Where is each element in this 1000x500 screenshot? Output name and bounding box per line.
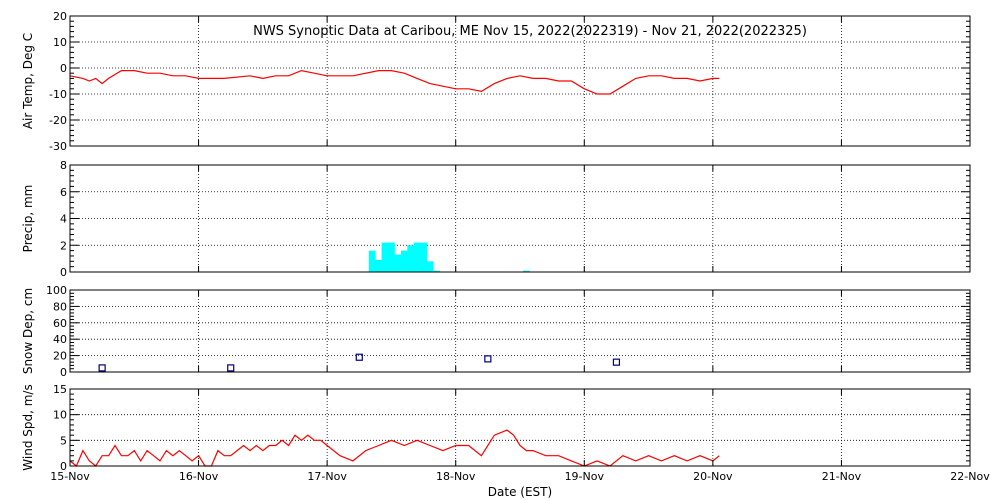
panel-4: 0 5 10 15 Wind Spd, m/s — [21, 383, 971, 473]
precip-bar — [388, 242, 395, 272]
snow-depth-point — [484, 355, 492, 363]
y-axis-label: Air Temp, Deg C — [21, 33, 35, 129]
snow-depth-point — [227, 364, 235, 372]
snow-depth-point — [355, 353, 363, 361]
y-tick-label: 20 — [53, 350, 67, 363]
x-tick-label: 19-Nov — [565, 470, 605, 483]
y-tick-label: 0 — [60, 460, 67, 473]
snow-depth-point — [612, 358, 621, 366]
precip-bar — [368, 250, 376, 272]
series-line — [69, 69, 720, 95]
y-tick-label: -10 — [49, 88, 67, 101]
y-axis-label: Wind Spd, m/s — [21, 384, 35, 470]
precip-bar — [433, 270, 440, 272]
chart-panels: -30 -20 -10 0 10 20 Air Temp, Deg C 0 2 4 6 8 Precip… — [21, 10, 990, 483]
y-tick-label: 100 — [46, 284, 67, 297]
y-tick-label: 60 — [53, 317, 67, 330]
x-tick-label: 21-Nov — [822, 470, 862, 483]
x-tick-label: 17-Nov — [307, 470, 347, 483]
x-tick-label: 22-Nov — [950, 470, 990, 483]
series-line — [69, 429, 720, 467]
panel-frame — [69, 388, 971, 467]
y-tick-label: 80 — [53, 300, 67, 313]
y-tick-label: 6 — [60, 186, 67, 199]
precip-bar — [426, 261, 434, 272]
panel-3: 0 20 40 60 80 100 Snow Dep, cm — [21, 284, 971, 379]
precip-bar — [375, 259, 382, 272]
panel-2: 0 2 4 6 8 Precip, mm — [21, 159, 971, 279]
y-tick-label: 5 — [60, 434, 67, 447]
x-tick-label: 16-Nov — [179, 470, 219, 483]
y-tick-label: -30 — [49, 140, 67, 153]
precip-bar — [407, 245, 415, 272]
panel-frame — [69, 15, 971, 147]
y-tick-label: 0 — [60, 62, 67, 75]
precip-bar — [394, 254, 402, 272]
y-tick-label: -20 — [49, 114, 67, 127]
precip-bar — [381, 242, 389, 272]
snow-depth-point — [98, 364, 106, 372]
panel-frame — [69, 289, 971, 373]
x-tick-label: 15-Nov — [50, 470, 90, 483]
chart-title: NWS Synoptic Data at Caribou, ME Nov 15,… — [253, 24, 807, 39]
panel-1: -30 -20 -10 0 10 20 Air Temp, Deg C — [21, 10, 971, 153]
x-tick-label: 18-Nov — [436, 470, 476, 483]
y-tick-label: 8 — [60, 159, 67, 172]
y-tick-label: 10 — [53, 36, 67, 49]
y-tick-label: 0 — [60, 366, 67, 379]
y-tick-label: 2 — [60, 239, 67, 252]
y-axis-label: Precip, mm — [21, 185, 35, 253]
y-axis-label: Snow Dep, cm — [21, 288, 35, 374]
y-tick-label: 4 — [60, 213, 67, 226]
precip-bar — [420, 242, 427, 272]
x-axis-label: Date (EST) — [488, 485, 552, 499]
y-tick-label: 20 — [53, 10, 67, 23]
y-tick-label: 40 — [53, 333, 67, 346]
y-tick-label: 10 — [53, 409, 67, 422]
precip-bar — [523, 270, 530, 272]
y-tick-label: 15 — [53, 383, 67, 396]
x-tick-label: 20-Nov — [693, 470, 733, 483]
precip-bar — [413, 242, 421, 272]
y-tick-label: 0 — [60, 266, 67, 279]
precip-bar — [400, 250, 408, 272]
